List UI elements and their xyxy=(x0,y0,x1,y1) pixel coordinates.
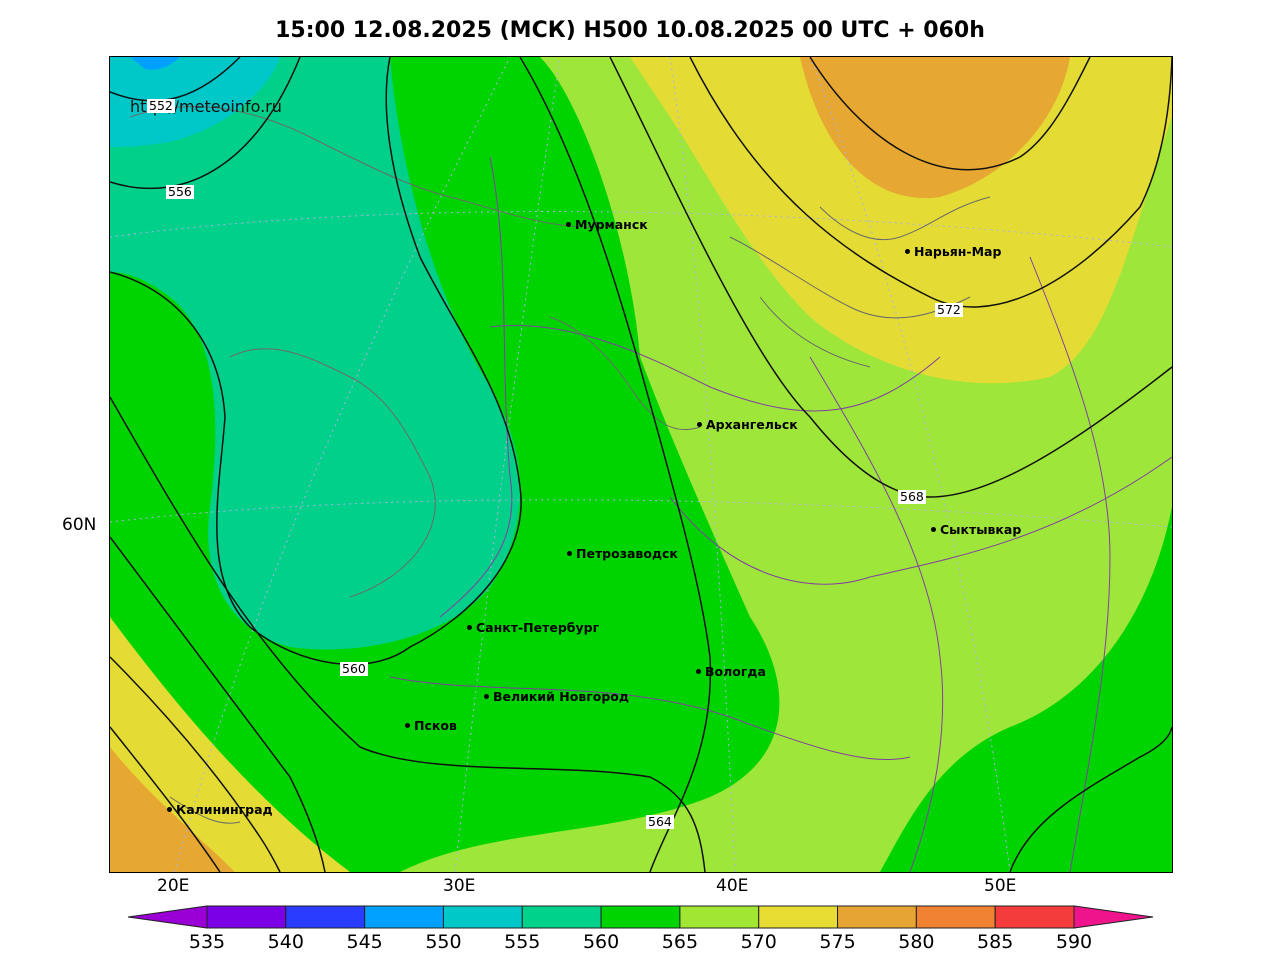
colorbar-swatch xyxy=(994,905,1075,929)
city-dot xyxy=(697,422,702,427)
x-tick-30e: 30E xyxy=(443,876,476,896)
contour-560b xyxy=(110,396,706,872)
city-petrozavodsk: Петрозаводск xyxy=(567,546,678,561)
colorbar-swatch xyxy=(679,905,760,929)
city-label: Вологда xyxy=(705,664,766,679)
city-label: Нарьян-Мар xyxy=(914,244,1002,259)
colorbar-tick-label: 545 xyxy=(346,931,383,953)
city-murmansk: Мурманск xyxy=(566,217,648,232)
colorbar-tick-label: 585 xyxy=(977,931,1014,953)
colorbar-tick-label: 575 xyxy=(819,931,856,953)
colorbar-arrow-low xyxy=(127,905,208,929)
contour-568 xyxy=(609,57,1172,498)
contour-556 xyxy=(110,57,301,190)
colorbar-swatch xyxy=(600,905,681,929)
colorbar-swatch xyxy=(285,905,366,929)
colorbar-tick-label: 580 xyxy=(898,931,935,953)
city-veliky-novgorod: Великий Новгород xyxy=(484,689,629,704)
colorbar-swatch xyxy=(915,905,996,929)
colorbar-swatch xyxy=(364,905,444,929)
zone-560 xyxy=(110,57,520,650)
city-dot xyxy=(484,694,489,699)
colorbar-swatch xyxy=(206,905,287,929)
city-dot xyxy=(567,551,572,556)
zone-565-se xyxy=(880,507,1172,872)
map-panel[interactable]: http://meteoinfo.ru 552 556 560 564 568 … xyxy=(109,56,1173,873)
contour-568b xyxy=(110,656,281,872)
city-label: Калининград xyxy=(176,802,273,817)
graticule xyxy=(110,57,1172,872)
city-dot xyxy=(931,527,936,532)
city-dot xyxy=(566,222,571,227)
contour-564b xyxy=(110,536,326,872)
y-tick-60n: 60N xyxy=(62,515,97,535)
city-dot xyxy=(905,249,910,254)
contour-572b xyxy=(110,726,221,872)
colorbar-swatch xyxy=(442,905,523,929)
contour-552 xyxy=(110,57,241,102)
colorbar-tick-label: 590 xyxy=(1055,931,1093,953)
contours xyxy=(110,57,1172,872)
city-naryan-mar: Нарьян-Мар xyxy=(905,244,1001,259)
x-tick-40e: 40E xyxy=(716,876,749,896)
city-saint-petersburg: Санкт-Петербург xyxy=(467,620,599,635)
colorbar-tick-label: 535 xyxy=(188,931,226,953)
city-label: Псков xyxy=(414,718,457,733)
zone-580-sw xyxy=(110,747,235,872)
city-label: Петрозаводск xyxy=(576,546,678,561)
colorbar-tick-label: 570 xyxy=(740,931,777,953)
colorbar-swatch xyxy=(521,905,602,929)
contour-label-556: 556 xyxy=(166,184,194,199)
city-dot xyxy=(696,669,701,674)
city-dot xyxy=(405,723,410,728)
zone-580 xyxy=(800,57,1070,199)
city-label: Сыктывкар xyxy=(940,522,1022,537)
colorbar-tick-label: 560 xyxy=(582,931,620,953)
contour-568c xyxy=(1009,726,1172,872)
colorbar-tick-label: 565 xyxy=(661,931,699,953)
city-vologda: Вологда xyxy=(696,664,766,679)
city-label: Мурманск xyxy=(575,217,648,232)
colorbar-swatch xyxy=(758,905,839,929)
contour-label-552: 552 xyxy=(147,98,175,113)
city-arkhangelsk: Архангельск xyxy=(697,417,798,432)
zone-550 xyxy=(130,57,180,70)
contour-564 xyxy=(519,57,712,872)
city-dot xyxy=(467,625,472,630)
contour-label-564: 564 xyxy=(646,814,674,829)
zone-555 xyxy=(110,57,280,147)
borders xyxy=(389,156,1172,872)
contour-label-560: 560 xyxy=(340,661,368,676)
contour-572 xyxy=(689,57,1172,308)
city-label: Санкт-Петербург xyxy=(476,620,600,635)
contour-576 xyxy=(809,57,1091,171)
geopotential-map xyxy=(110,57,1172,872)
x-tick-20e: 20E xyxy=(157,876,190,896)
city-pskov: Псков xyxy=(405,718,457,733)
zone-575 xyxy=(630,57,1172,384)
coastlines xyxy=(129,106,991,824)
city-label: Архангельск xyxy=(706,417,798,432)
city-dot xyxy=(167,807,172,812)
colorbar-swatches xyxy=(127,905,1154,929)
contour-label-568: 568 xyxy=(898,489,926,504)
contour-label-572: 572 xyxy=(935,302,963,317)
colorbar-tick-label: 540 xyxy=(267,931,304,953)
city-label: Великий Новгород xyxy=(493,689,629,704)
colorbar-arrow-high xyxy=(1073,905,1154,929)
city-kaliningrad: Калининград xyxy=(167,802,273,817)
colorbar-tick-label: 555 xyxy=(504,931,541,953)
map-title: 15:00 12.08.2025 (МСК) H500 10.08.2025 0… xyxy=(275,18,985,43)
x-tick-50e: 50E xyxy=(984,876,1017,896)
city-syktyvkar: Сыктывкар xyxy=(931,522,1021,537)
contour-560 xyxy=(110,57,522,666)
colorbar-swatch xyxy=(837,905,917,929)
colorbar-tick-label: 550 xyxy=(425,931,462,953)
